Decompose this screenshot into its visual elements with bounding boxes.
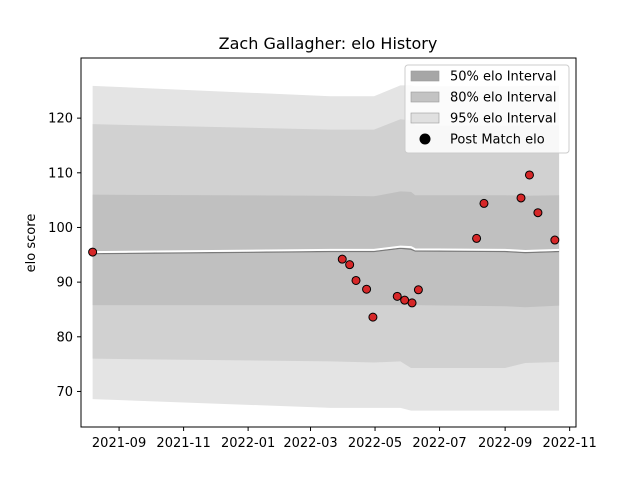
x-tick-label: 2022-01: [221, 436, 275, 451]
x-tick-label: 2022-11: [542, 436, 596, 451]
post-match-point: [368, 312, 378, 322]
y-tick-label: 110: [48, 166, 73, 181]
x-tick-label: 2021-11: [156, 436, 210, 451]
legend-label: Post Match elo: [450, 133, 545, 148]
legend-marker: [419, 133, 431, 145]
post-match-point: [524, 170, 534, 180]
mean-line-group: [92, 245, 560, 255]
legend-label: 50% elo Interval: [450, 70, 557, 85]
post-match-point: [351, 275, 361, 285]
legend-label: 80% elo Interval: [450, 91, 557, 106]
post-match-point: [407, 298, 417, 308]
post-match-point: [550, 235, 560, 245]
legend-swatch: [410, 112, 440, 124]
x-tick-label: 2022-05: [348, 436, 402, 451]
interval-bands: [92, 85, 560, 411]
post-match-point: [533, 208, 543, 218]
plot-frame: [80, 57, 577, 428]
y-axis-ticks: 70 80 90 100 110 120: [48, 112, 81, 400]
legend-swatch: [410, 70, 440, 82]
x-tick-label: 2022-09: [478, 436, 532, 451]
legend-box: [404, 64, 570, 154]
post-match-points: [88, 170, 560, 322]
x-tick-label: 2022-03: [283, 436, 337, 451]
y-tick-label: 100: [48, 221, 73, 236]
post-match-point: [413, 285, 423, 295]
mean-elo-line: [92, 245, 560, 254]
post-match-point: [516, 193, 526, 203]
y-tick-label: 90: [56, 276, 73, 291]
post-match-point: [337, 254, 347, 264]
post-match-point: [345, 260, 355, 270]
median-edge-line: [92, 247, 560, 255]
chart-title: Zach Gallagher: elo History: [219, 34, 438, 53]
y-tick-label: 80: [56, 330, 73, 345]
post-match-point: [362, 284, 372, 294]
legend: 50% elo Interval 80% elo Interval 95% elo …: [404, 64, 570, 154]
x-tick-label: 2022-07: [412, 436, 466, 451]
legend-swatch: [410, 91, 440, 103]
post-match-point: [472, 233, 482, 243]
x-tick-label: 2021-09: [92, 436, 146, 451]
post-match-point: [400, 295, 410, 305]
y-tick-label: 120: [48, 112, 73, 127]
legend-label: 95% elo Interval: [450, 112, 557, 127]
x-axis-ticks: 2021-09 2021-11 2022-01 2022-03 2022-05 2022-…: [92, 427, 597, 451]
post-match-point: [479, 198, 489, 208]
y-tick-label: 70: [56, 385, 73, 400]
post-match-point: [88, 247, 98, 257]
post-match-point: [392, 291, 402, 301]
y-axis-label: elo score: [24, 214, 39, 273]
